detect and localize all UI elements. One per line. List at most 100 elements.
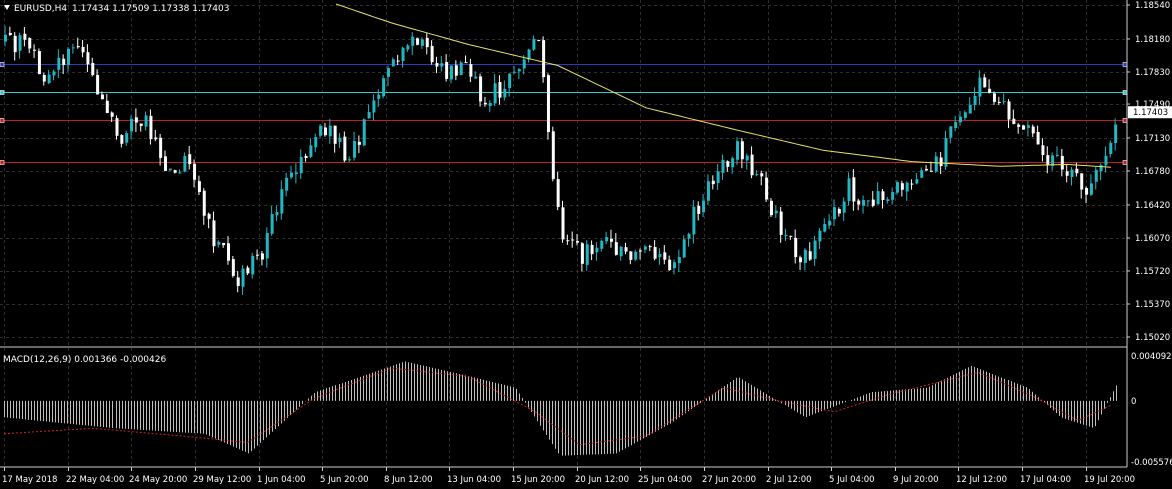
candle-body xyxy=(828,220,832,226)
candle-body xyxy=(396,60,400,62)
candle-body xyxy=(110,112,114,117)
candle-body xyxy=(857,200,861,205)
candle-body xyxy=(799,257,803,263)
candle-body xyxy=(42,74,46,82)
candle-body xyxy=(357,141,361,145)
dropdown-triangle-icon[interactable] xyxy=(4,5,10,10)
price-axis: 1.18540 1.18180 1.17830 1.17490 1.17130 1.167… xyxy=(1127,1,1170,343)
candle-body xyxy=(100,94,104,100)
candle-body xyxy=(794,237,798,258)
price-tick-label: 1.17830 xyxy=(1135,68,1170,78)
candle-body xyxy=(197,181,201,193)
candle-body xyxy=(280,189,284,214)
price-tick-label: 1.15370 xyxy=(1135,300,1170,310)
candle-body xyxy=(168,168,172,171)
candle-body xyxy=(246,267,250,274)
candle-body xyxy=(23,33,27,40)
candle-body xyxy=(702,200,706,213)
candle-body xyxy=(721,159,725,173)
candle-body xyxy=(37,51,41,75)
candle-body xyxy=(406,45,410,50)
candle-body xyxy=(1089,183,1093,195)
candle-body xyxy=(571,239,575,241)
candle-body xyxy=(677,257,681,264)
time-tick-label: 19 Jul 20:00 xyxy=(1084,475,1135,485)
time-tick-label: 15 Jun 20:00 xyxy=(511,475,565,485)
time-axis: 17 May 2018 22 May 04:00 24 May 20:00 29 Ma… xyxy=(2,467,1135,485)
candle-body xyxy=(886,199,890,202)
candle-body xyxy=(527,49,531,60)
candle-body xyxy=(1031,126,1035,134)
candle-body xyxy=(1085,187,1089,195)
candle-body xyxy=(483,102,487,105)
candle-body xyxy=(353,141,357,158)
candle-body xyxy=(697,205,701,214)
price-tick-label: 1.16780 xyxy=(1135,167,1170,177)
candle-body xyxy=(866,200,870,202)
candle-body xyxy=(769,200,773,216)
candle-body xyxy=(120,135,124,144)
time-tick-label: 25 Jun 04:00 xyxy=(638,475,692,485)
candle-body xyxy=(605,237,609,242)
time-tick-label: 12 Jul 12:00 xyxy=(956,475,1007,485)
candle-body xyxy=(687,233,691,239)
candle-body xyxy=(963,112,967,118)
candle-body xyxy=(784,234,788,237)
candle-body xyxy=(18,35,22,51)
candle-body xyxy=(668,259,672,270)
candle-body xyxy=(86,52,90,65)
candle-body xyxy=(634,251,638,260)
price-tick-label: 1.16420 xyxy=(1135,201,1170,211)
candle-body xyxy=(692,206,696,235)
candle-body xyxy=(1017,124,1021,127)
candle-body xyxy=(537,40,541,42)
line-handle-right xyxy=(1122,118,1128,123)
candle-body xyxy=(76,46,80,48)
candle-body xyxy=(348,159,352,161)
candle-body xyxy=(13,35,17,53)
candle-body xyxy=(96,74,100,95)
candle-body xyxy=(750,154,754,176)
candle-body xyxy=(67,48,71,66)
candle-body xyxy=(740,141,744,160)
macd-axis: 0.004092 0 -0.005576 xyxy=(1131,352,1172,468)
candle-body xyxy=(503,88,507,98)
time-tick-label: 20 Jun 12:00 xyxy=(575,475,629,485)
candles xyxy=(4,25,1118,295)
candle-body xyxy=(842,201,846,213)
price-tick-label: 1.17490 xyxy=(1135,100,1170,110)
candle-body xyxy=(338,137,342,143)
candle-body xyxy=(144,115,148,127)
current-price-tag: 1.17403 xyxy=(1128,106,1172,119)
candle-body xyxy=(1114,124,1118,143)
time-tick-label: 29 May 12:00 xyxy=(193,475,251,485)
candle-body xyxy=(372,100,376,113)
axes xyxy=(0,0,1128,468)
grid xyxy=(0,0,1127,467)
candle-body xyxy=(222,242,226,246)
candle-body xyxy=(1104,155,1108,166)
candle-body xyxy=(508,73,512,89)
candle-body xyxy=(954,121,958,129)
candle-body xyxy=(299,156,303,174)
candle-body xyxy=(227,243,230,261)
candle-body xyxy=(997,101,1001,103)
candle-body xyxy=(1051,155,1055,166)
price-tick-label: 1.15020 xyxy=(1135,333,1170,343)
candle-body xyxy=(1002,101,1006,103)
candle-body xyxy=(1046,155,1050,166)
candle-body xyxy=(130,118,134,132)
candle-body xyxy=(837,209,841,214)
candle-body xyxy=(125,133,129,143)
candle-body xyxy=(328,125,332,137)
candle-body xyxy=(217,241,221,245)
price-tag-box xyxy=(1128,106,1172,119)
candle-body xyxy=(285,177,289,191)
candle-body xyxy=(464,62,468,64)
candle-body xyxy=(576,241,580,243)
candle-body xyxy=(1109,142,1113,154)
candle-body xyxy=(944,138,948,167)
candle-body xyxy=(1065,171,1069,176)
candle-body xyxy=(939,157,943,167)
candle-body xyxy=(28,37,32,49)
